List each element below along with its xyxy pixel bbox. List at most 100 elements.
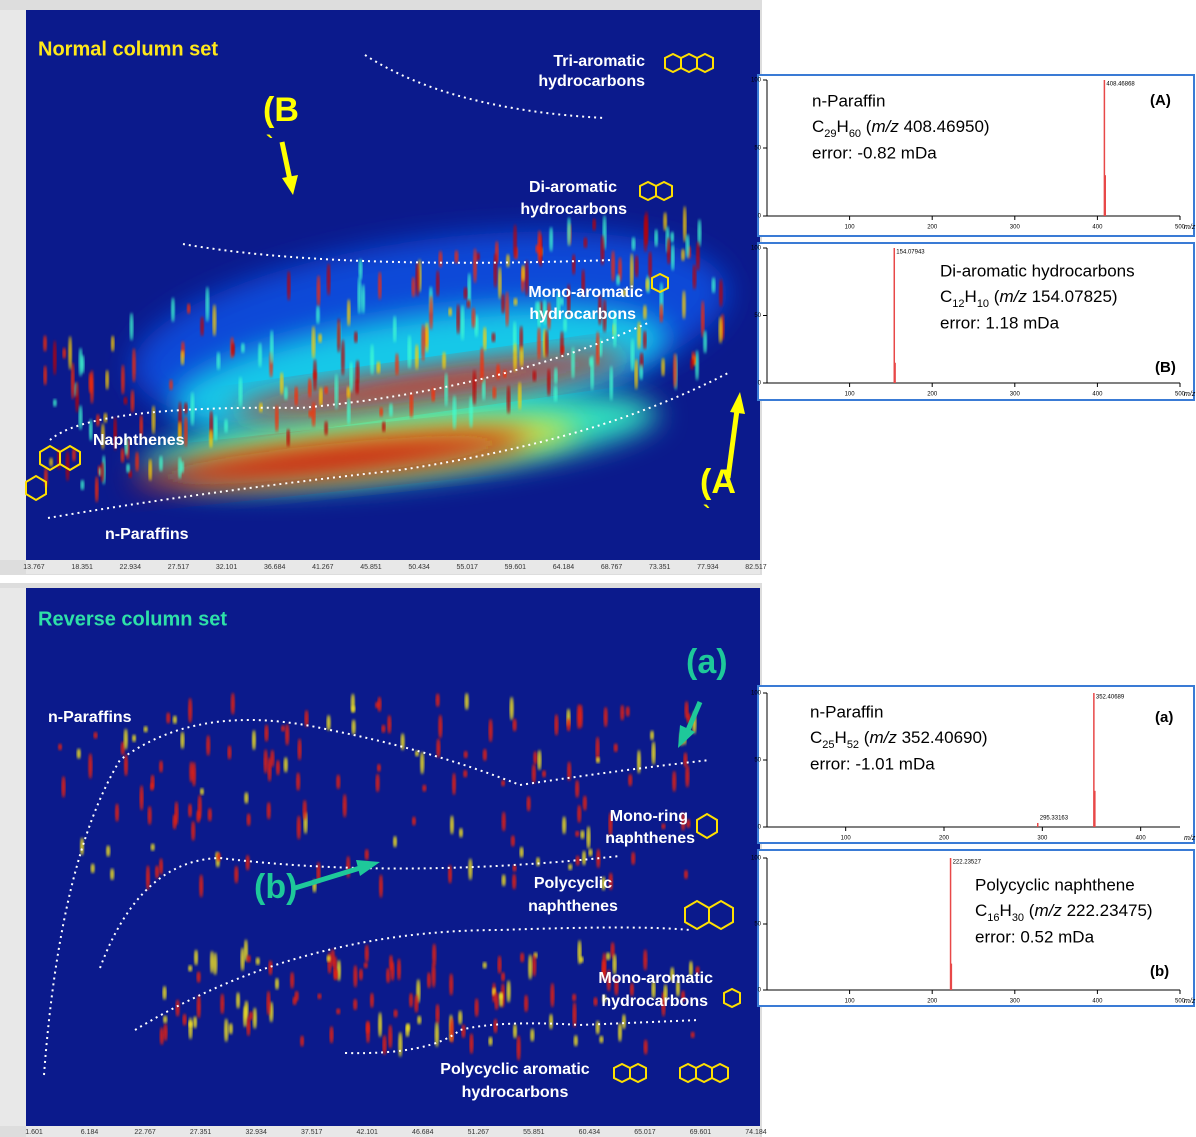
axis-label: 82.517 <box>745 564 767 571</box>
streak <box>442 352 446 370</box>
streak <box>467 299 471 308</box>
streak <box>567 217 571 246</box>
streak <box>686 234 690 259</box>
streak <box>461 305 465 341</box>
spot <box>577 805 581 823</box>
streak <box>472 307 476 328</box>
spot <box>685 764 689 787</box>
tick-label: 100 <box>841 836 852 842</box>
streak <box>693 264 697 290</box>
tick-label: 100 <box>751 78 762 84</box>
spot <box>365 945 369 963</box>
streak <box>507 385 511 414</box>
streak <box>415 344 419 370</box>
spot <box>459 828 463 838</box>
spot <box>159 858 163 875</box>
spectrum-id: (a) <box>1155 709 1173 726</box>
spot <box>631 852 635 865</box>
streak <box>412 277 416 298</box>
spot <box>691 1032 695 1039</box>
streak <box>191 392 195 426</box>
spot <box>303 800 307 820</box>
spot <box>537 750 541 770</box>
annotation: naphthenes <box>605 830 695 847</box>
spot <box>620 705 624 721</box>
streak <box>313 359 317 391</box>
streak <box>483 327 487 351</box>
axis-label: 18.351 <box>71 564 93 571</box>
streak <box>493 386 497 399</box>
streak <box>496 364 500 380</box>
spot <box>166 712 170 724</box>
spot <box>224 1018 228 1042</box>
spot <box>502 874 506 886</box>
spot <box>536 857 540 866</box>
spot <box>148 806 152 825</box>
spot <box>58 743 62 750</box>
spot <box>379 874 383 898</box>
spot <box>527 796 531 812</box>
streak <box>317 275 321 307</box>
streak <box>382 421 386 432</box>
streak <box>121 448 125 463</box>
axis-label: 6.184 <box>81 1129 99 1136</box>
spot <box>589 849 593 857</box>
streak <box>43 365 47 385</box>
error: error: -1.01 mDa <box>810 754 935 773</box>
tick-label: 200 <box>927 392 938 398</box>
axis-label: 13.767 <box>23 564 45 571</box>
streak <box>258 342 262 367</box>
streak <box>231 343 235 357</box>
spot <box>193 1016 197 1028</box>
streak <box>439 251 443 268</box>
streak <box>241 343 245 353</box>
spectrum-id: (b) <box>1150 963 1169 980</box>
spot <box>450 1018 454 1044</box>
spot <box>389 955 393 971</box>
spot <box>377 764 381 772</box>
axis-label: 41.267 <box>312 564 334 571</box>
spot <box>575 780 579 798</box>
spot <box>465 693 469 710</box>
tick-label: 100 <box>751 246 762 252</box>
streak <box>239 376 243 407</box>
tick-label: 400 <box>1092 225 1103 231</box>
spot <box>461 1024 465 1038</box>
spot <box>549 1014 553 1030</box>
spot <box>568 864 572 871</box>
streak <box>135 452 139 472</box>
spot <box>554 714 558 736</box>
spot <box>234 866 238 884</box>
streak <box>560 331 564 358</box>
streak <box>584 237 588 248</box>
annotation: Di-aromatic <box>529 179 617 196</box>
streak <box>389 403 393 417</box>
streak <box>213 304 217 336</box>
streak <box>416 261 420 296</box>
spot <box>532 954 536 976</box>
annotation: Tri-aromatic <box>553 53 645 70</box>
spot <box>524 995 528 1013</box>
streak <box>469 396 473 428</box>
streak <box>670 231 674 243</box>
streak <box>643 305 647 320</box>
formula-part: ( <box>859 728 870 747</box>
spot <box>110 868 114 880</box>
spot <box>229 1023 233 1035</box>
spot <box>452 773 456 796</box>
spot <box>227 745 231 759</box>
streak <box>312 402 316 428</box>
spot <box>352 719 356 734</box>
axis-label: 32.101 <box>216 564 238 571</box>
callout: (a) <box>686 643 728 681</box>
tick-label: 300 <box>1010 225 1021 231</box>
spot <box>574 1035 578 1047</box>
streak <box>111 336 115 352</box>
streak <box>671 244 675 271</box>
streak <box>631 338 635 371</box>
spot <box>450 815 454 834</box>
axis-label: 65.017 <box>634 1129 656 1136</box>
spot <box>365 849 369 860</box>
axis-label: 74.184 <box>745 1129 767 1136</box>
formula-part: C <box>940 287 952 306</box>
